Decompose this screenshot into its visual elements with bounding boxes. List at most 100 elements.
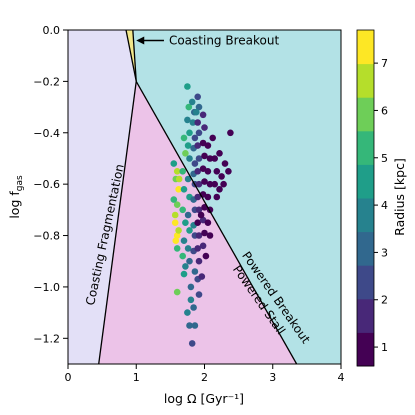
colorbar-band [357,130,374,165]
data-point [199,242,207,250]
data-point [216,186,223,193]
colorbar-tick-label: 2 [381,294,388,307]
data-point [204,142,212,149]
data-point [170,160,178,167]
x-axis: 0 1 2 3 4 [65,364,345,384]
colorbar-band [357,265,374,300]
data-point [227,129,234,137]
data-point [199,111,207,119]
data-point [194,119,201,126]
colorbar-band [357,30,374,65]
data-point [201,229,208,237]
data-point [213,168,221,175]
colorbar-band [357,298,374,333]
colorbar-band [357,332,374,367]
x-tick-label: 2 [201,371,208,384]
data-point [175,186,182,193]
y-tick-label: −0.4 [33,127,60,140]
data-point [180,237,188,244]
data-point [201,178,208,185]
data-point [191,268,199,275]
annotation-label: Coasting Breakout [169,34,280,48]
data-point [179,252,186,260]
x-tick-label: 3 [269,371,276,384]
y-axis-label-main: log f [7,191,22,219]
colorbar-band [357,97,374,132]
x-axis-label: log Ω [Gyr⁻¹] [164,391,244,406]
colorbar-tick-label: 3 [381,246,388,259]
data-point [194,168,201,175]
data-point [204,168,212,175]
data-point [194,219,201,226]
colorbar-frame [356,29,375,367]
data-point [206,232,214,239]
y-axis-label-subscript: gas [15,175,25,191]
data-point [187,283,195,291]
data-point [211,180,218,188]
data-point [195,257,203,265]
data-point [191,134,199,142]
data-point [170,196,178,203]
data-point [185,103,193,111]
data-point [182,263,189,270]
data-point [201,124,208,131]
colorbar-tick-label: 5 [381,152,388,165]
plot-regions [68,30,341,364]
data-point [173,201,181,208]
data-point [186,227,193,234]
y-tick-label: 0.0 [43,24,61,37]
data-point [198,273,206,280]
colorbar: 1 2 3 4 5 6 7 [356,29,388,367]
data-point [194,193,201,201]
data-point [186,322,193,329]
scatter-points [170,83,234,347]
data-point [191,322,199,329]
data-point [184,83,191,90]
colorbar-tick-label: 7 [381,57,388,70]
y-tick-label: −1.0 [33,281,60,294]
colorbar-band [357,231,374,266]
data-point [189,119,197,126]
data-point [186,155,193,162]
data-point [206,155,214,162]
data-point [173,168,181,175]
data-point [171,219,179,226]
data-point [216,150,223,157]
data-point [179,206,186,214]
data-point [195,155,203,162]
y-tick-label: −1.2 [33,332,60,345]
data-point [175,175,183,183]
y-tick-label: −0.8 [33,230,60,243]
data-point [190,304,197,311]
data-point [184,211,192,219]
colorbar-label: Radius [kpc] [392,158,407,236]
data-point [206,180,214,188]
data-point [204,219,212,226]
region-coasting-fragmentation [68,30,137,364]
data-point [209,134,216,142]
data-point [213,193,221,201]
colorbar-band [357,164,374,199]
colorbar-band [357,63,374,98]
data-point [184,175,192,183]
data-point [195,206,203,214]
data-point [204,193,212,201]
data-point [184,245,192,252]
data-point [184,142,192,149]
colorbar-tick-label: 6 [381,104,388,117]
region-boundaries [98,30,298,364]
data-point [180,134,188,142]
data-point [191,160,199,167]
boundary-line [98,81,137,364]
data-point [218,173,225,180]
data-point [180,186,188,193]
boundary-line [135,81,298,364]
data-point [186,129,193,137]
data-point [175,227,182,234]
data-point [220,180,227,188]
x-tick-label: 1 [133,371,140,384]
data-point [188,340,196,347]
data-point [195,180,203,188]
y-axis: 0.0 −0.2 −0.4 −0.6 −0.8 −1.0 −1.2 [33,24,68,345]
